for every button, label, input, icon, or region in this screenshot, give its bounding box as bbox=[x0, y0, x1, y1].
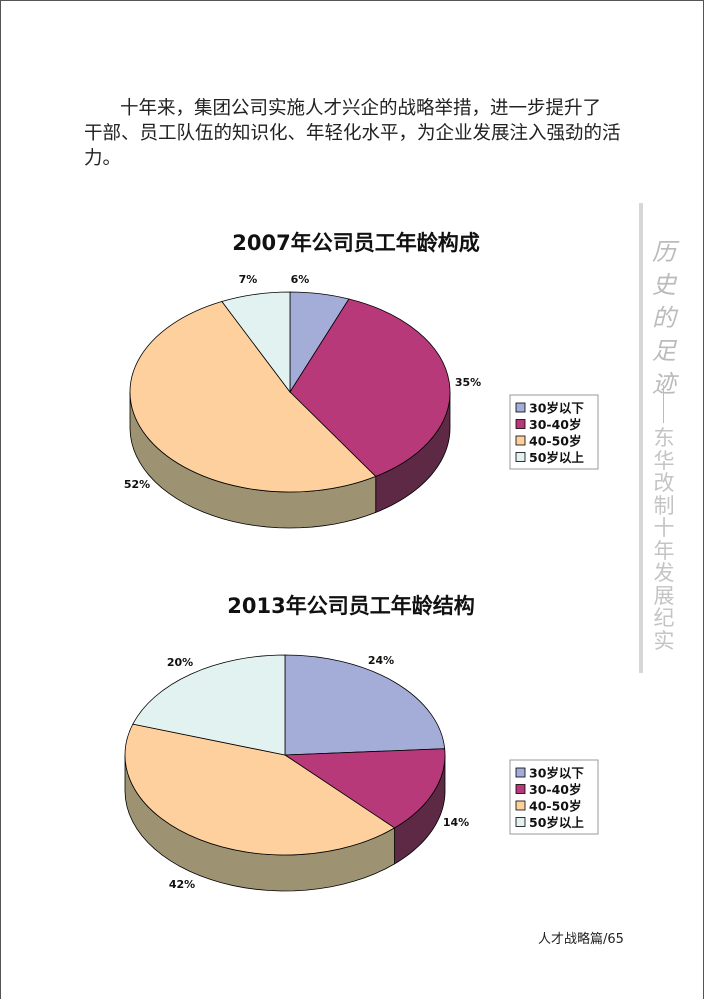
legend-swatch bbox=[515, 800, 526, 811]
paragraph-line: 干部、员工队伍的知识化、年轻化水平，为企业发展注入强劲的活 bbox=[84, 123, 621, 144]
pie-slice-30-40岁 bbox=[283, 748, 446, 829]
data-label: 20% bbox=[167, 656, 193, 669]
legend-label: 30-40岁 bbox=[529, 417, 581, 432]
pie-slice-40-50岁 bbox=[124, 723, 396, 856]
data-label: 7% bbox=[239, 273, 258, 286]
legend-label: 40-50岁 bbox=[529, 434, 581, 449]
chart-title: 2007年公司员工年龄构成 bbox=[232, 231, 479, 255]
legend-swatch bbox=[515, 817, 526, 827]
side-divider bbox=[639, 203, 643, 673]
chart-title: 2013年公司员工年龄结构 bbox=[227, 594, 474, 618]
data-label: 52% bbox=[124, 478, 150, 491]
pie-slice-30岁以下 bbox=[284, 654, 446, 756]
data-label: 35% bbox=[455, 376, 481, 389]
data-label: 14% bbox=[443, 816, 469, 829]
legend-label: 40-50岁 bbox=[529, 799, 581, 814]
side-subtitle-text: 东华改制十年发展纪实 bbox=[653, 426, 675, 653]
pie-slice-40-50岁 bbox=[129, 301, 377, 493]
body-paragraph: 十年来，集团公司实施人才兴企的战略举措，进一步提升了 干部、员工队伍的知识化、年… bbox=[84, 96, 644, 171]
data-label: 24% bbox=[368, 654, 394, 667]
pie-slice-30-40岁 bbox=[289, 298, 451, 477]
page-footer: 人才战略篇/65 bbox=[538, 932, 624, 947]
legend-swatch bbox=[515, 402, 526, 413]
side-subtitle: 东华改制十年发展纪实 bbox=[652, 385, 676, 652]
legend-label: 50岁以上 bbox=[529, 450, 584, 465]
legend-label: 30岁以下 bbox=[529, 401, 584, 416]
pie-slice-50岁以上 bbox=[132, 654, 286, 756]
legend-swatch bbox=[515, 784, 526, 794]
paragraph-line: 力。 bbox=[84, 148, 122, 169]
data-label: 42% bbox=[169, 878, 195, 891]
dash-line bbox=[663, 385, 665, 423]
legend-swatch bbox=[515, 452, 526, 462]
legend-label: 30岁以下 bbox=[529, 766, 584, 781]
legend-swatch bbox=[515, 419, 526, 429]
pie-slice-50岁以上 bbox=[221, 291, 291, 394]
legend-swatch bbox=[515, 767, 526, 778]
paragraph-line: 十年来，集团公司实施人才兴企的战略举措，进一步提升了 bbox=[120, 98, 602, 119]
legend-swatch bbox=[515, 435, 526, 446]
data-label: 6% bbox=[291, 273, 310, 286]
legend-label: 30-40岁 bbox=[529, 782, 581, 797]
legend-label: 50岁以上 bbox=[529, 815, 584, 830]
side-calligraphy: 历史的足迹 bbox=[652, 238, 676, 398]
